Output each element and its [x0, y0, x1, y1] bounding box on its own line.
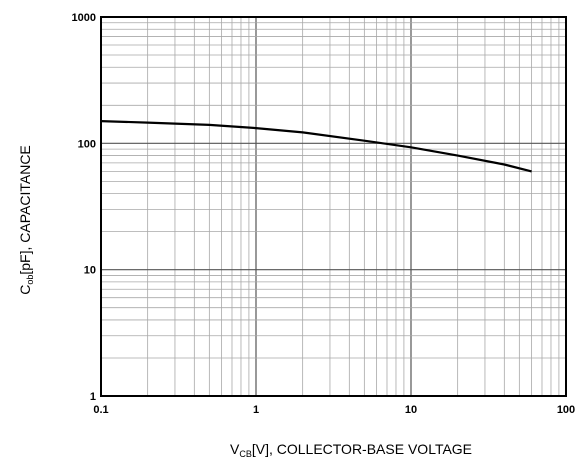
x-axis-title: VCB[V], COLLECTOR-BASE VOLTAGE: [230, 441, 472, 459]
y-tick-label: 1: [90, 391, 96, 403]
x-tick-label: 1: [253, 404, 259, 416]
y-tick-label: 1000: [72, 12, 96, 24]
grid: [100, 17, 566, 397]
y-tick-label: 100: [78, 138, 96, 150]
series-layer: [100, 120, 532, 173]
x-tick-label: 10: [405, 404, 417, 416]
y-axis-title-main: C: [17, 285, 33, 295]
y-tick-label: 10: [84, 265, 96, 277]
x-tick-label: 0.1: [93, 404, 108, 416]
y-axis-title: Cob[pF], CAPACITANCE: [17, 145, 35, 295]
y-axis-title-rest: [pF], CAPACITANCE: [17, 145, 33, 274]
series-line: [100, 120, 532, 173]
x-axis-title-sub: CB: [239, 449, 252, 459]
plot-frame: [100, 16, 567, 397]
x-axis-title-rest: [V], COLLECTOR-BASE VOLTAGE: [252, 441, 472, 457]
x-axis-title-main: V: [230, 441, 240, 457]
y-axis-title-sub: ob: [25, 275, 35, 285]
x-tick-label: 100: [557, 404, 575, 416]
